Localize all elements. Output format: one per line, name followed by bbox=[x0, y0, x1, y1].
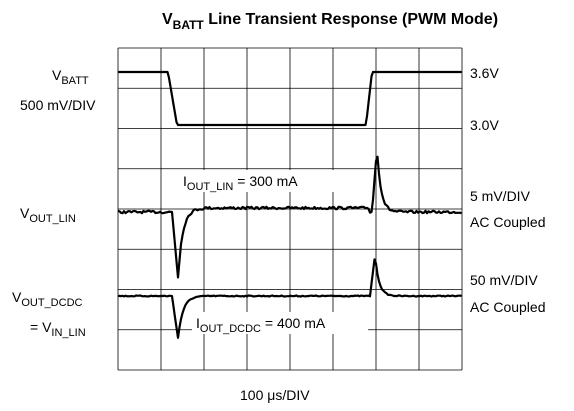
dcdc-coupling: AC Coupled bbox=[470, 299, 546, 315]
label-sub: BATT bbox=[61, 75, 89, 87]
label-main: V bbox=[52, 67, 62, 83]
vout-lin-label: VOUT_LIN bbox=[20, 205, 76, 225]
vout-lin-trace bbox=[117, 155, 462, 279]
iout-lin-annotation: IOUT_LIN = 300 mA bbox=[183, 173, 298, 193]
vout-dcdc-trace bbox=[117, 258, 462, 339]
annotation-bg bbox=[192, 312, 368, 334]
time-scale: 100 μs/DIV bbox=[240, 387, 310, 403]
lin-scale: 5 mV/DIV bbox=[470, 188, 531, 204]
ann-sub: OUT_DCDC bbox=[200, 323, 261, 335]
vbatt-label: VBATT bbox=[52, 67, 89, 87]
title-sub: BATT bbox=[173, 18, 205, 32]
lin-coupling: AC Coupled bbox=[470, 214, 546, 230]
ann-main: I bbox=[196, 315, 200, 331]
low-level: 3.0V bbox=[470, 117, 499, 133]
vout-dcdc-label: VOUT_DCDC bbox=[12, 289, 83, 309]
title-main: V bbox=[162, 11, 173, 28]
label-sub: OUT_DCDC bbox=[21, 297, 82, 309]
annotation-bg bbox=[180, 170, 340, 192]
ann-rest: = 300 mA bbox=[233, 173, 298, 189]
ann-rest: = 400 mA bbox=[261, 315, 326, 331]
vbatt-scale: 500 mV/DIV bbox=[20, 97, 96, 113]
title-rest: Line Transient Response (PWM Mode) bbox=[204, 11, 498, 28]
dcdc-scale: 50 mV/DIV bbox=[470, 272, 538, 288]
label-main: V bbox=[20, 205, 30, 221]
vin-lin-label: = VIN_LIN bbox=[30, 319, 86, 339]
label-main: V bbox=[12, 289, 22, 305]
label-sub: OUT_LIN bbox=[29, 213, 76, 225]
iout-dcdc-annotation: IOUT_DCDC = 400 mA bbox=[196, 315, 326, 335]
ann-sub: OUT_LIN bbox=[187, 181, 234, 193]
vbatt-trace bbox=[118, 70, 462, 127]
label-main: = V bbox=[30, 319, 52, 335]
title: VBATT Line Transient Response (PWM Mode) bbox=[162, 11, 498, 32]
label-sub: IN_LIN bbox=[51, 327, 85, 339]
high-level: 3.6V bbox=[470, 65, 499, 81]
ann-main: I bbox=[183, 173, 187, 189]
